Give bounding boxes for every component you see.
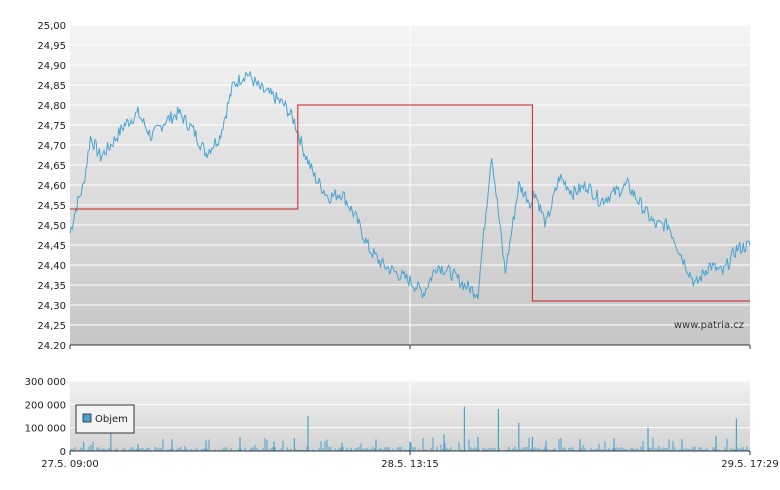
x-tick-label: 27.5. 09:00 [41, 459, 98, 470]
price-y-tick-label: 24,30 [37, 301, 66, 312]
volume-y-tick-label: 200 000 [25, 400, 66, 411]
price-y-tick-label: 24,50 [37, 221, 66, 232]
price-y-tick-label: 24,70 [37, 141, 66, 152]
price-y-tick-label: 25,00 [37, 21, 66, 32]
legend-label: Objem [95, 414, 128, 425]
volume-y-tick-label: 100 000 [25, 424, 66, 435]
volume-y-tick-label: 300 000 [25, 377, 66, 388]
volume-panel: 0 100 000 200 000 300 000 27.5. 09:00 28.5. … [25, 377, 779, 470]
legend-swatch [82, 413, 92, 423]
price-grid [70, 24, 750, 345]
volume-grid [70, 380, 750, 451]
price-y-tick-label: 24,90 [37, 61, 66, 72]
x-tick-label: 28.5. 13:15 [381, 459, 438, 470]
price-line [69, 71, 751, 300]
price-y-tick-label: 24,85 [37, 81, 66, 92]
volume-y-axis: 0 100 000 200 000 300 000 [25, 377, 66, 458]
price-y-tick-label: 24,60 [37, 181, 66, 192]
price-x-ticks [69, 345, 751, 349]
volume-y-tick-label: 0 [60, 447, 66, 458]
price-series-group [69, 71, 751, 302]
price-y-tick-label: 24,95 [37, 41, 66, 52]
volume-legend: Objem [75, 404, 135, 434]
reference-line [70, 104, 750, 302]
price-y-tick-label: 24,80 [37, 101, 66, 112]
price-y-tick-label: 24,40 [37, 261, 66, 272]
x-tick-label: 29.5. 17:29 [721, 459, 778, 470]
volume-x-ticks: 27.5. 09:00 28.5. 13:15 29.5. 17:29 [41, 451, 779, 470]
price-y-tick-label: 24.20 [37, 341, 66, 352]
price-y-axis: 24.20 24,25 24,30 24,35 24,40 24,45 24,50 24,55… [37, 21, 66, 352]
watermark: www.patria.cz [674, 320, 744, 331]
price-y-tick-label: 24,45 [37, 241, 66, 252]
price-panel: 24.20 24,25 24,30 24,35 24,40 24,45 24,50 24,55… [37, 21, 751, 352]
price-y-tick-label: 24,25 [37, 321, 66, 332]
price-y-tick-label: 24,35 [37, 281, 66, 292]
price-y-tick-label: 24,55 [37, 201, 66, 212]
price-y-tick-label: 24,75 [37, 121, 66, 132]
price-y-tick-label: 24,65 [37, 161, 66, 172]
